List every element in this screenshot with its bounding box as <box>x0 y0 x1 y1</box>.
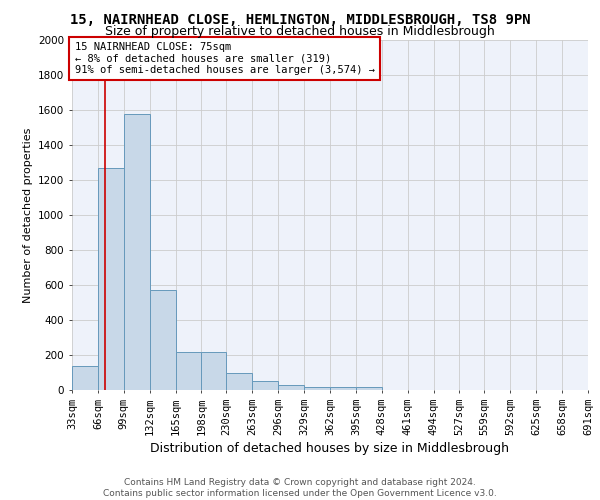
Text: Size of property relative to detached houses in Middlesbrough: Size of property relative to detached ho… <box>105 25 495 38</box>
Bar <box>202 352 226 390</box>
Bar <box>330 388 356 390</box>
Bar <box>72 366 98 390</box>
Bar <box>98 168 124 390</box>
Bar <box>253 381 278 390</box>
Bar <box>124 114 149 390</box>
Bar <box>149 290 176 390</box>
Bar <box>226 374 253 390</box>
Bar <box>356 388 382 390</box>
Text: 15 NAIRNHEAD CLOSE: 75sqm
← 8% of detached houses are smaller (319)
91% of semi-: 15 NAIRNHEAD CLOSE: 75sqm ← 8% of detach… <box>74 42 374 75</box>
Y-axis label: Number of detached properties: Number of detached properties <box>23 128 32 302</box>
Bar <box>176 352 202 390</box>
Bar <box>304 386 330 390</box>
X-axis label: Distribution of detached houses by size in Middlesbrough: Distribution of detached houses by size … <box>151 442 509 455</box>
Text: Contains HM Land Registry data © Crown copyright and database right 2024.
Contai: Contains HM Land Registry data © Crown c… <box>103 478 497 498</box>
Bar <box>278 385 304 390</box>
Text: 15, NAIRNHEAD CLOSE, HEMLINGTON, MIDDLESBROUGH, TS8 9PN: 15, NAIRNHEAD CLOSE, HEMLINGTON, MIDDLES… <box>70 12 530 26</box>
